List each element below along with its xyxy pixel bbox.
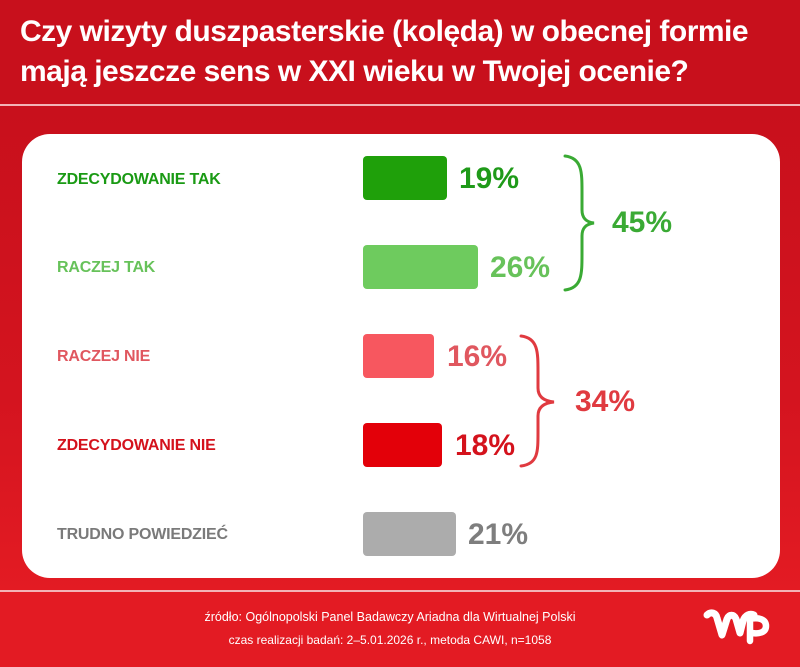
total-yes: 45% <box>612 206 673 239</box>
value-rather-no: 16% <box>447 340 508 373</box>
footer: źródło: Ogólnopolski Panel Badawczy Aria… <box>0 592 800 667</box>
bar-rather-no <box>363 334 434 378</box>
value-rather-yes: 26% <box>490 251 551 284</box>
value-strong-yes: 19% <box>459 162 520 195</box>
value-dont-know: 21% <box>468 518 529 551</box>
bar-strong-yes <box>363 156 447 200</box>
chart-title: Czy wizyty duszpasterskie (kolęda) w obe… <box>20 15 749 88</box>
total-no: 34% <box>575 385 636 418</box>
header-divider <box>0 104 800 106</box>
row-label-strong-no: ZDECYDOWANIE NIE <box>57 437 216 454</box>
brace-no-icon <box>519 334 555 468</box>
row-label-dont-know: TRUDNO POWIEDZIEĆ <box>57 526 228 543</box>
brace-yes-icon <box>563 154 595 292</box>
value-strong-no: 18% <box>455 429 516 462</box>
bar-strong-no <box>363 423 442 467</box>
row-label-rather-yes: RACZEJ TAK <box>57 259 156 276</box>
bar-rather-yes <box>363 245 478 289</box>
row-label-rather-no: RACZEJ NIE <box>57 348 151 365</box>
footer-divider <box>0 590 800 592</box>
bar-dont-know <box>363 512 456 556</box>
source-text: źródło: Ogólnopolski Panel Badawczy Aria… <box>204 610 576 624</box>
header: Czy wizyty duszpasterskie (kolęda) w obe… <box>0 0 800 105</box>
row-label-strong-yes: ZDECYDOWANIE TAK <box>57 171 221 188</box>
method-text: czas realizacji badań: 2–5.01.2026 r., m… <box>228 633 552 647</box>
wp-logo-icon <box>703 609 770 645</box>
